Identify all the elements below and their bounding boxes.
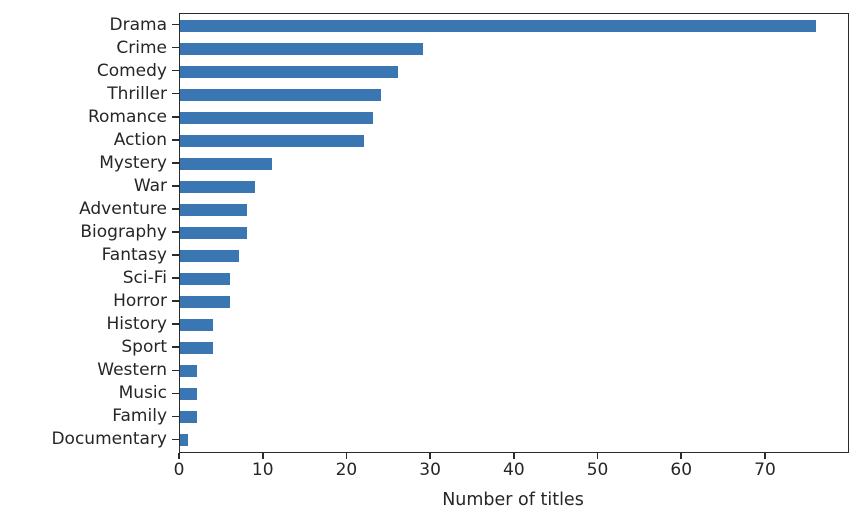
y-tick-label-war: War bbox=[133, 175, 167, 196]
bar-drama bbox=[180, 19, 817, 32]
bar-biography bbox=[180, 227, 247, 239]
y-tick-mark-war bbox=[172, 185, 179, 187]
bar-mystery bbox=[180, 157, 273, 170]
y-tick-label-music: Music bbox=[118, 383, 167, 404]
bar-thriller bbox=[180, 88, 381, 101]
bar-history bbox=[180, 319, 214, 332]
y-tick-label-adventure: Adventure bbox=[79, 198, 167, 219]
bar-romance bbox=[180, 111, 373, 124]
bar-adventure bbox=[180, 203, 247, 216]
y-tick-mark-horror bbox=[172, 300, 179, 302]
y-tick-mark-comedy bbox=[172, 69, 179, 72]
bar-action bbox=[180, 134, 365, 147]
y-tick-label-sport: Sport bbox=[121, 337, 167, 358]
x-tick-mark-60 bbox=[680, 452, 683, 459]
y-tick-label-biography: Biography bbox=[80, 222, 167, 242]
x-tick-label-20: 20 bbox=[335, 460, 358, 480]
x-tick-label-30: 30 bbox=[419, 460, 441, 480]
bar-sport bbox=[180, 342, 214, 355]
x-tick-mark-40 bbox=[513, 452, 515, 459]
y-tick-mark-sci-fi bbox=[172, 277, 179, 279]
x-tick-label-40: 40 bbox=[503, 460, 525, 480]
y-tick-label-horror: Horror bbox=[113, 291, 167, 312]
y-tick-label-crime: Crime bbox=[116, 37, 167, 58]
bar-documentary bbox=[180, 434, 189, 447]
x-tick-mark-30 bbox=[429, 452, 431, 459]
bar-horror bbox=[180, 296, 231, 309]
y-tick-label-family: Family bbox=[112, 406, 167, 427]
y-tick-mark-western bbox=[172, 369, 179, 372]
y-tick-mark-music bbox=[172, 392, 179, 395]
y-tick-label-drama: Drama bbox=[109, 14, 167, 35]
plot-area bbox=[179, 13, 849, 453]
y-tick-label-documentary: Documentary bbox=[51, 429, 167, 450]
x-tick-mark-70 bbox=[764, 452, 766, 459]
x-tick-mark-20 bbox=[345, 452, 348, 459]
y-tick-label-romance: Romance bbox=[87, 106, 167, 127]
x-tick-label-60: 60 bbox=[670, 460, 693, 480]
y-tick-label-western: Western bbox=[97, 360, 167, 381]
y-tick-mark-crime bbox=[172, 46, 179, 49]
x-tick-label-50: 50 bbox=[586, 460, 609, 480]
bar-crime bbox=[180, 42, 423, 55]
x-tick-label-10: 10 bbox=[251, 460, 274, 480]
bar-comedy bbox=[180, 65, 398, 78]
bar-family bbox=[180, 411, 197, 424]
y-tick-label-comedy: Comedy bbox=[96, 60, 167, 81]
bar-sci-fi bbox=[180, 273, 231, 286]
y-tick-mark-fantasy bbox=[172, 254, 179, 256]
bar-western bbox=[180, 365, 197, 378]
y-tick-mark-biography bbox=[172, 231, 179, 233]
y-tick-label-action: Action bbox=[113, 129, 167, 150]
y-tick-mark-sport bbox=[172, 346, 179, 349]
bar-music bbox=[180, 388, 197, 401]
bar-fantasy bbox=[180, 250, 239, 263]
x-axis-label: Number of titles bbox=[442, 490, 584, 510]
y-tick-mark-adventure bbox=[172, 208, 179, 210]
y-tick-label-sci-fi: Sci-Fi bbox=[122, 268, 167, 289]
x-tick-mark-50 bbox=[596, 452, 599, 459]
x-tick-label-70: 70 bbox=[754, 460, 776, 480]
y-tick-mark-documentary bbox=[172, 438, 179, 441]
x-tick-mark-10 bbox=[261, 452, 264, 459]
y-tick-mark-romance bbox=[172, 115, 179, 118]
x-tick-mark-0 bbox=[178, 452, 180, 459]
y-tick-label-history: History bbox=[106, 314, 167, 335]
y-tick-mark-drama bbox=[172, 23, 179, 26]
y-tick-label-mystery: Mystery bbox=[99, 152, 167, 173]
x-tick-label-0: 0 bbox=[173, 460, 185, 480]
y-tick-mark-mystery bbox=[172, 162, 179, 164]
bar-war bbox=[180, 180, 256, 193]
y-tick-mark-thriller bbox=[172, 92, 179, 95]
y-tick-mark-history bbox=[172, 323, 179, 325]
y-tick-mark-action bbox=[172, 138, 179, 141]
y-tick-label-fantasy: Fantasy bbox=[101, 245, 167, 266]
y-tick-label-thriller: Thriller bbox=[107, 83, 167, 104]
y-tick-mark-family bbox=[172, 415, 179, 418]
